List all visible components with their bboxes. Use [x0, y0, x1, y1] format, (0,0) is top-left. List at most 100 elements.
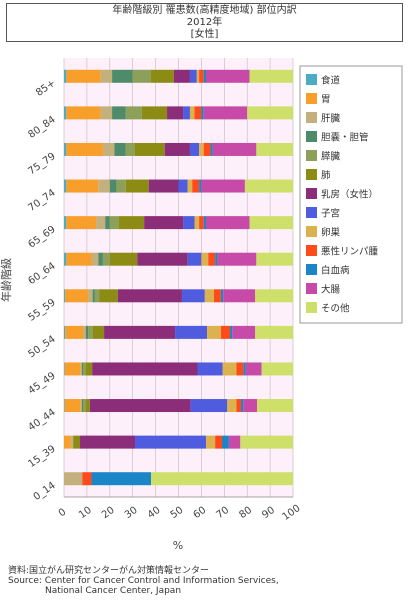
bar-segment — [105, 216, 110, 230]
bar-segment — [98, 179, 110, 193]
bar-segment — [104, 325, 176, 339]
legend-item: 肝臓 — [306, 112, 341, 125]
bar-segment — [112, 106, 126, 120]
bar-segment — [256, 252, 293, 266]
bar-segment — [134, 142, 165, 156]
x-tick-label: 30 — [123, 505, 140, 521]
y-tick-label: 40_44 — [26, 407, 57, 433]
bar-segment — [203, 216, 206, 230]
bar-segment — [83, 399, 86, 413]
bar-segment — [187, 179, 193, 193]
bar-segment — [64, 252, 67, 266]
bar-segment — [189, 142, 200, 156]
x-tick-labels: 0 10 20 30 40 50 60 70 80 90 100 — [57, 503, 303, 523]
legend-swatch — [306, 264, 317, 275]
bar-segment — [257, 399, 293, 413]
bar-segment — [64, 325, 66, 339]
bar-segment — [114, 142, 126, 156]
stacked-bar-chart: 85+ 80_84 75_79 70_74 65_69 60_64 55_59 50_54 45… — [0, 58, 403, 552]
legend-item: 食道 — [306, 74, 341, 87]
bar-segment — [66, 216, 97, 230]
x-tick-label: 60 — [192, 505, 209, 521]
bar-segment — [151, 472, 293, 486]
bar-segment — [125, 106, 142, 120]
legend-swatch — [306, 112, 317, 123]
legend-label: 卵巣 — [321, 227, 341, 239]
bar-segment — [66, 252, 92, 266]
legend-label: 胆嚢・胆管 — [321, 132, 369, 144]
bar-segment — [80, 399, 82, 413]
bar-segment — [102, 252, 110, 266]
bar-segment — [255, 289, 293, 303]
bar-segment — [66, 69, 101, 83]
bar-segment — [85, 399, 90, 413]
y-tick-label: 15_39 — [26, 444, 57, 470]
legend-label: 乳房（女性） — [321, 189, 378, 201]
bar-segment — [91, 252, 99, 266]
bar-segment — [65, 325, 84, 339]
bar-segment — [118, 216, 145, 230]
y-tick-label: 65_69 — [26, 224, 57, 250]
legend-label: 肝臓 — [321, 114, 341, 125]
bar-segment — [64, 435, 71, 449]
bar-segment — [187, 252, 202, 266]
bar-segment — [164, 142, 190, 156]
bar-segment — [64, 362, 65, 376]
source-note: 資料:国立がん研究センターがん対策情報センター Source: Center f… — [8, 566, 279, 596]
y-tick-labels: 85+ 80_84 75_79 70_74 65_69 60_64 55_59 50_54 45… — [26, 78, 57, 503]
bar-segment — [201, 106, 204, 120]
legend-swatch — [306, 207, 317, 218]
bar-segment — [205, 435, 216, 449]
bar-segment — [85, 362, 93, 376]
bar-segment — [212, 142, 257, 156]
bar-segment — [80, 362, 82, 376]
bar-segment — [220, 325, 231, 339]
bar-segment — [81, 399, 84, 413]
bar-segment — [201, 252, 209, 266]
bar-segment — [64, 69, 67, 83]
bar-segment — [134, 435, 206, 449]
source-line-jp: 資料:国立がん研究センターがん対策情報センター — [8, 566, 210, 576]
bar-segment — [66, 142, 103, 156]
bar-segment — [222, 362, 237, 376]
bar-segment — [241, 399, 244, 413]
bar-segment — [181, 289, 205, 303]
bar-segment — [94, 289, 100, 303]
legend-label: 大腸 — [321, 284, 341, 296]
bar-segment — [88, 325, 93, 339]
y-tick-label: 45_49 — [26, 370, 57, 396]
bar-segment — [204, 289, 214, 303]
bar-segment — [64, 399, 65, 413]
bar-segment — [112, 69, 133, 83]
bar-segment — [201, 179, 245, 193]
bar-segment — [89, 399, 191, 413]
bar-segment — [175, 325, 208, 339]
bar-segment — [66, 106, 101, 120]
bar-segment — [141, 106, 168, 120]
bar-segment — [65, 289, 89, 303]
bar-segment — [148, 179, 179, 193]
legend-item: 卵巣 — [306, 226, 341, 239]
bar-segment — [70, 435, 74, 449]
legend-label: 胃 — [321, 95, 331, 106]
legend-label: 白血病 — [321, 265, 350, 277]
bar-segment — [99, 289, 118, 303]
bar-segment — [199, 216, 204, 230]
x-tick-label: 70 — [214, 505, 231, 521]
bar-segment — [199, 179, 202, 193]
bar-segment — [244, 179, 293, 193]
bar-segment — [64, 179, 67, 193]
bar-segment — [203, 142, 211, 156]
y-tick-label: 60_64 — [26, 261, 57, 287]
legend-item: 白血病 — [306, 264, 350, 277]
bar-segment — [167, 106, 184, 120]
bar-segment — [88, 289, 93, 303]
bar-segment — [64, 472, 83, 486]
legend-swatch — [306, 188, 317, 199]
bar-segment — [220, 289, 224, 303]
bar-segment — [144, 216, 184, 230]
bar-segment — [213, 289, 221, 303]
bar-segment — [91, 472, 152, 486]
bar-segment — [83, 362, 86, 376]
